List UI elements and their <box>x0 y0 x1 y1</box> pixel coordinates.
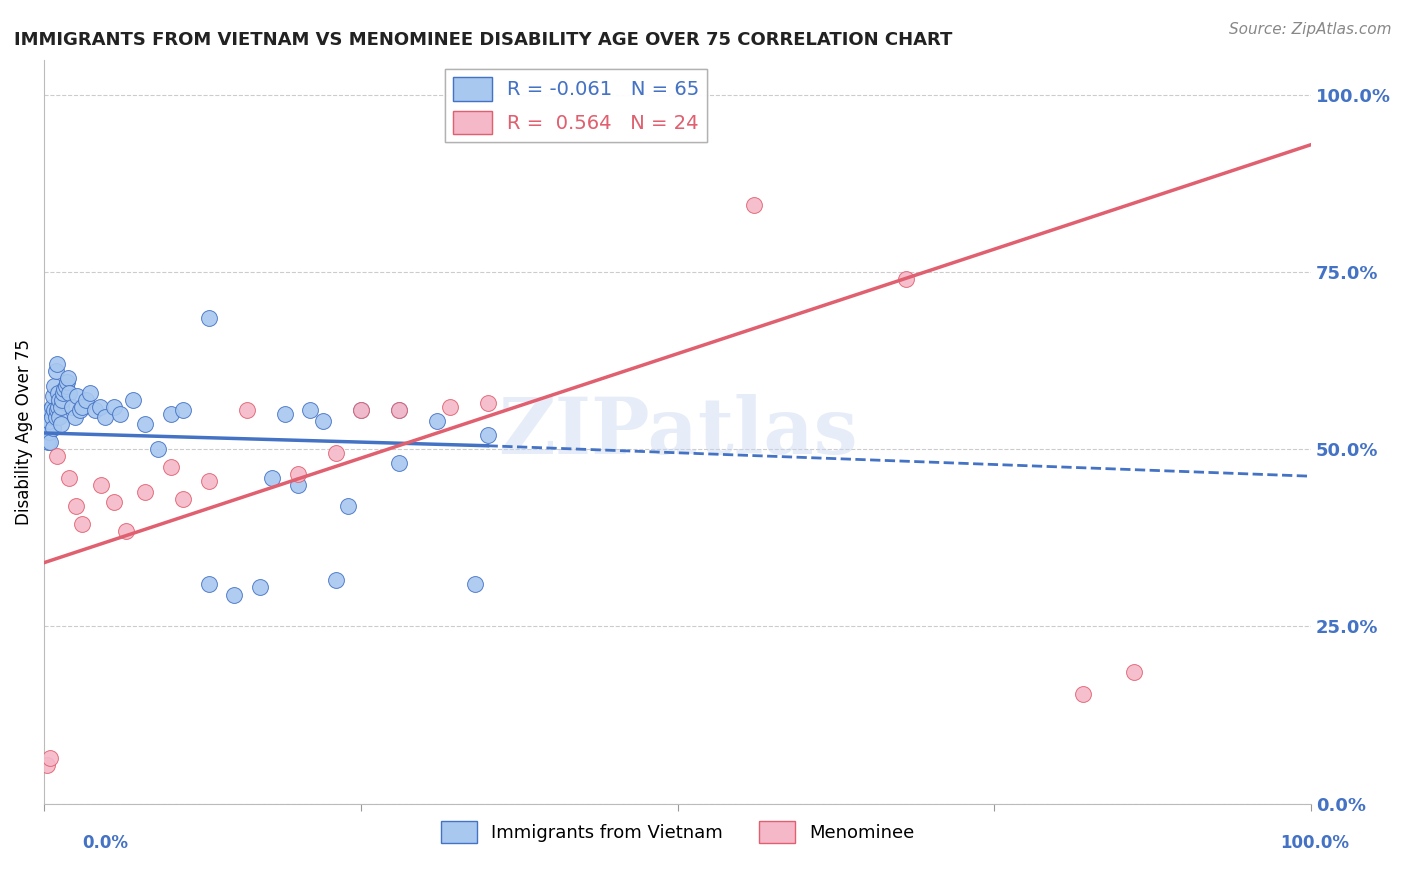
Point <box>121 392 143 407</box>
Point <box>44 410 66 425</box>
Point <box>58 385 80 400</box>
Point <box>44 378 66 392</box>
Point <box>46 400 69 414</box>
Point <box>350 403 373 417</box>
Point <box>48 410 70 425</box>
Point <box>287 477 309 491</box>
Point <box>742 198 765 212</box>
Point <box>42 421 65 435</box>
Point <box>39 435 62 450</box>
Point <box>426 414 449 428</box>
Point <box>477 396 499 410</box>
Point <box>108 407 131 421</box>
Point <box>894 272 917 286</box>
Point <box>325 574 347 588</box>
Point <box>35 432 58 446</box>
Point <box>337 499 360 513</box>
Point <box>38 425 60 439</box>
Point <box>44 364 66 378</box>
Point <box>224 588 246 602</box>
Point <box>115 524 138 538</box>
Point <box>56 375 79 389</box>
Point <box>70 400 93 414</box>
Point <box>312 414 335 428</box>
Point <box>35 757 58 772</box>
Point <box>173 403 195 417</box>
Point <box>464 577 486 591</box>
Text: IMMIGRANTS FROM VIETNAM VS MENOMINEE DISABILITY AGE OVER 75 CORRELATION CHART: IMMIGRANTS FROM VIETNAM VS MENOMINEE DIS… <box>14 31 952 49</box>
Point <box>45 357 67 371</box>
Point <box>1122 665 1144 680</box>
Y-axis label: Disability Age Over 75: Disability Age Over 75 <box>15 339 32 524</box>
Point <box>262 470 284 484</box>
Point <box>90 477 112 491</box>
Point <box>134 484 156 499</box>
Point <box>66 389 89 403</box>
Point <box>325 446 347 460</box>
Point <box>198 311 221 326</box>
Point <box>37 417 59 432</box>
Point <box>287 467 309 481</box>
Point <box>94 410 117 425</box>
Point <box>103 400 125 414</box>
Point <box>388 403 411 417</box>
Legend: R = -0.061   N = 65, R =  0.564   N = 24: R = -0.061 N = 65, R = 0.564 N = 24 <box>446 70 707 142</box>
Point <box>236 403 259 417</box>
Point <box>63 410 86 425</box>
Point <box>48 392 70 407</box>
Point <box>69 403 91 417</box>
Point <box>49 400 72 414</box>
Point <box>44 403 66 417</box>
Point <box>45 450 67 464</box>
Point <box>89 400 111 414</box>
Point <box>70 516 93 531</box>
Point <box>52 385 75 400</box>
Point <box>51 392 73 407</box>
Point <box>55 378 77 392</box>
Point <box>45 403 67 417</box>
Point <box>56 371 79 385</box>
Point <box>46 385 69 400</box>
Point <box>198 474 221 488</box>
Point <box>53 382 76 396</box>
Point <box>38 414 60 428</box>
Point <box>41 410 63 425</box>
Point <box>1071 687 1094 701</box>
Point <box>39 750 62 764</box>
Text: 100.0%: 100.0% <box>1279 834 1350 852</box>
Point <box>477 428 499 442</box>
Point <box>60 400 83 414</box>
Point <box>350 403 373 417</box>
Point <box>58 470 80 484</box>
Point <box>79 385 101 400</box>
Point <box>103 495 125 509</box>
Point <box>75 392 97 407</box>
Point <box>274 407 297 421</box>
Point <box>159 460 181 475</box>
Point <box>146 442 169 457</box>
Point <box>173 491 195 506</box>
Point <box>249 581 271 595</box>
Point <box>42 389 65 403</box>
Point <box>439 400 461 414</box>
Point <box>83 403 105 417</box>
Point <box>134 417 156 432</box>
Point <box>34 428 56 442</box>
Point <box>299 403 322 417</box>
Point <box>41 400 63 414</box>
Text: Source: ZipAtlas.com: Source: ZipAtlas.com <box>1229 22 1392 37</box>
Point <box>388 403 411 417</box>
Text: ZIPatlas: ZIPatlas <box>498 393 858 469</box>
Point <box>388 457 411 471</box>
Text: 0.0%: 0.0% <box>83 834 128 852</box>
Point <box>39 403 62 417</box>
Point <box>159 407 181 421</box>
Point <box>37 435 59 450</box>
Point <box>49 417 72 432</box>
Point <box>65 499 87 513</box>
Point <box>198 577 221 591</box>
